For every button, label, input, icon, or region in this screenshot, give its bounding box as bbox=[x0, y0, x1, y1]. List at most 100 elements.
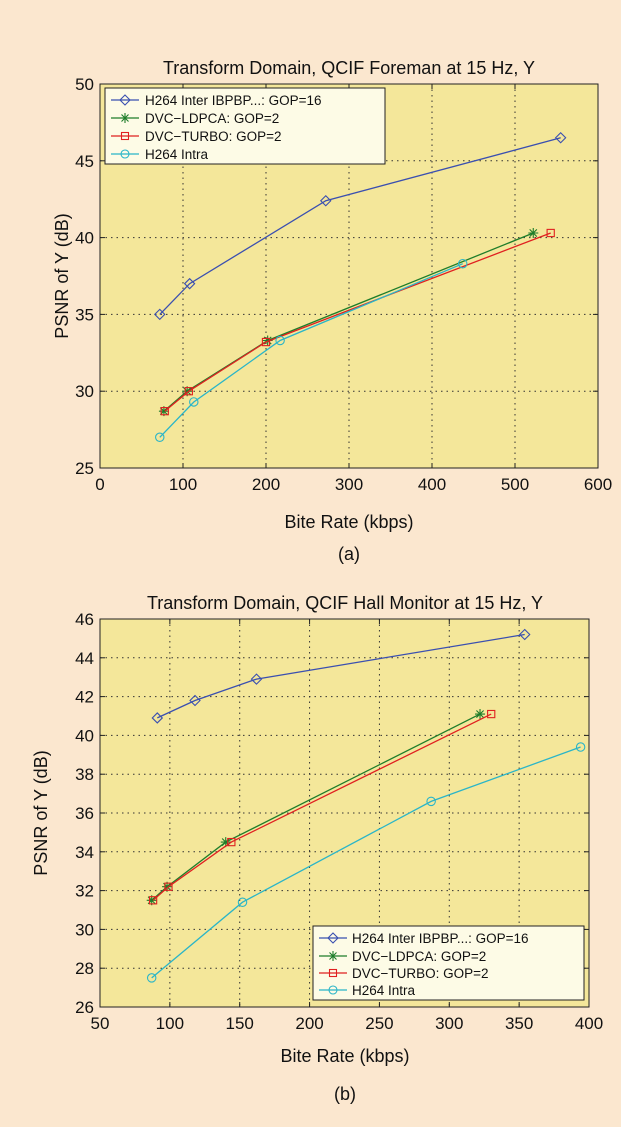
panel-a-series-3-point-square-marker bbox=[261, 337, 271, 347]
panel-b-series-4-point-circle-marker bbox=[146, 973, 157, 983]
panel-a-legend-label-1: H264 Inter IBPBP...: GOP=16 bbox=[145, 93, 321, 108]
panel-a-series-4-point-circle-marker bbox=[457, 258, 468, 269]
panel-b-x-axis-label: Bite Rate (kbps) bbox=[280, 1046, 409, 1066]
panel-b-legend-entry-3: DVC−TURBO: GOP=2 bbox=[319, 966, 489, 981]
panel-a-series-1-point-diamond-marker bbox=[153, 308, 166, 321]
panel-b-legend-label-1: H264 Inter IBPBP...: GOP=16 bbox=[352, 931, 528, 946]
panel-b-series-2-line bbox=[151, 713, 481, 901]
panel-b-x-tick-label: 100 bbox=[156, 1014, 184, 1033]
panel-b-legend-label-4: H264 Intra bbox=[352, 983, 416, 998]
star-marker-icon bbox=[120, 113, 130, 123]
panel-a-x-axis-label: Bite Rate (kbps) bbox=[284, 512, 413, 532]
diamond-marker-icon bbox=[327, 932, 339, 944]
panel-b-series-2-point-star-marker bbox=[475, 709, 486, 720]
panel-b-legend-entry-4: H264 Intra bbox=[319, 983, 416, 998]
panel-b-y-tick-label: 40 bbox=[75, 726, 94, 745]
panel-b-series-2-point-star-marker bbox=[146, 895, 157, 906]
panel-a-series-1-point-diamond-marker bbox=[554, 131, 567, 144]
panel-b-y-tick-label: 46 bbox=[75, 610, 94, 629]
panel-a-x-tick-label: 200 bbox=[252, 475, 280, 494]
panel-a-legend-label-2: DVC−LDPCA: GOP=2 bbox=[145, 111, 279, 126]
panel-a-x-tick-label: 400 bbox=[418, 475, 446, 494]
panel-b-y-tick-label: 26 bbox=[75, 998, 94, 1017]
square-marker-icon bbox=[120, 131, 130, 141]
diamond-marker-icon bbox=[119, 94, 131, 106]
panel-b-y-tick-label: 34 bbox=[75, 843, 94, 862]
panel-a-legend-box bbox=[104, 87, 386, 165]
panel-b-series-4 bbox=[146, 742, 586, 983]
panel-a-x-tick-label: 500 bbox=[501, 475, 529, 494]
panel-b-y-tick-label: 30 bbox=[75, 920, 94, 939]
panel-b-title: Transform Domain, QCIF Hall Monitor at 1… bbox=[147, 593, 543, 613]
panel-a-legend: H264 Inter IBPBP...: GOP=16 DVC−LDPCA: G… bbox=[104, 87, 386, 165]
panel-a-y-tick-label: 45 bbox=[75, 152, 94, 171]
circle-marker-icon bbox=[120, 149, 130, 159]
panel-a-legend-label-4: H264 Intra bbox=[145, 147, 209, 162]
panel-a-x-tick-label: 300 bbox=[335, 475, 363, 494]
panel-b-series-3-point-square-marker bbox=[164, 882, 173, 891]
panel-a-series-2-point-star-marker bbox=[182, 386, 193, 397]
star-marker-icon bbox=[328, 951, 338, 961]
panel-a-series-2-point-star-marker bbox=[262, 335, 273, 346]
panel-a-y-tick-label: 35 bbox=[75, 305, 94, 324]
square-marker-icon bbox=[328, 968, 338, 978]
panel-b-series-1 bbox=[151, 628, 531, 724]
panel-b-series-1-point-diamond-marker bbox=[189, 694, 201, 707]
panel-b-series-3-point-square-marker bbox=[148, 896, 158, 905]
panel-b-series-2-point-star-marker bbox=[220, 837, 231, 848]
panel-b-series bbox=[146, 628, 586, 983]
panel-a-series-2-point-star-marker bbox=[158, 406, 169, 417]
panel-b-caption: (b) bbox=[334, 1084, 356, 1104]
panel-b-series-2 bbox=[146, 709, 486, 906]
panel-b-x-tick-label: 300 bbox=[435, 1014, 463, 1033]
panel-b-series-3-point-square-marker bbox=[227, 837, 236, 847]
panel-a-series-3 bbox=[160, 228, 555, 416]
panel-b-series-1-point-diamond-marker bbox=[518, 628, 531, 641]
panel-a-x-tick-label: 100 bbox=[169, 475, 197, 494]
panel-a-series-4-line bbox=[159, 263, 463, 438]
panel-b-y-tick-label: 38 bbox=[75, 765, 94, 784]
panel-b-legend-label-2: DVC−LDPCA: GOP=2 bbox=[352, 949, 486, 964]
panel-b-series-4-line bbox=[151, 746, 581, 979]
panel-b-series-1-point-diamond-marker bbox=[151, 712, 164, 724]
panel-b-ticks: 50 100 150 200 250 300 350 400 26 28 30 32 34 36 38 40 4… bbox=[75, 610, 603, 1033]
panel-b-x-tick-label: 200 bbox=[295, 1014, 323, 1033]
panel-a-legend-entry-1: H264 Inter IBPBP...: GOP=16 bbox=[111, 93, 321, 108]
panel-a-legend-entry-4: H264 Intra bbox=[111, 147, 209, 162]
panel-b-legend: H264 Inter IBPBP...: GOP=16 DVC−LDPCA: G… bbox=[312, 925, 585, 1001]
panel-a-series-3-line bbox=[164, 232, 551, 412]
panel-a-series-3-point-square-marker bbox=[184, 387, 193, 396]
panel-b: Transform Domain, QCIF Hall Monitor at 1… bbox=[31, 593, 603, 1104]
panel-b-x-tick-label: 50 bbox=[91, 1014, 110, 1033]
panel-b-series-4-point-circle-marker bbox=[237, 897, 248, 907]
panel-a-series-4-point-circle-marker bbox=[155, 432, 165, 443]
panel-a-y-tick-label: 25 bbox=[75, 459, 94, 478]
panel-a-series-1 bbox=[153, 131, 567, 321]
panel-a-y-tick-label: 50 bbox=[75, 75, 94, 94]
circle-marker-icon bbox=[328, 985, 338, 995]
panel-b-y-tick-label: 32 bbox=[75, 882, 94, 901]
panel-a-series-3-point-square-marker bbox=[546, 228, 555, 238]
panel-b-series-1-point-diamond-marker bbox=[250, 673, 263, 685]
panel-a-y-tick-label: 40 bbox=[75, 229, 94, 248]
panel-a-series-2-point-star-marker bbox=[528, 227, 539, 238]
panel-a-caption: (a) bbox=[338, 544, 360, 564]
panel-a-series-4-point-circle-marker bbox=[275, 335, 285, 346]
panel-b-series-3 bbox=[148, 709, 496, 905]
panel-a-legend-label-3: DVC−TURBO: GOP=2 bbox=[145, 129, 282, 144]
panel-a-legend-entry-2: DVC−LDPCA: GOP=2 bbox=[111, 111, 279, 126]
panel-a-y-axis-label: PSNR of Y (dB) bbox=[52, 213, 72, 338]
panel-b-x-tick-label: 250 bbox=[365, 1014, 393, 1033]
panel-b-y-tick-label: 28 bbox=[75, 959, 94, 978]
panel-b-series-4-point-circle-marker bbox=[426, 796, 436, 807]
panel-a-series-1-point-diamond-marker bbox=[319, 194, 332, 207]
panel-b-series-2-point-star-marker bbox=[162, 881, 173, 892]
panel-b-series-3-point-square-marker bbox=[487, 709, 496, 719]
panel-a-series-1-line bbox=[159, 137, 561, 315]
panel-a-title: Transform Domain, QCIF Foreman at 15 Hz,… bbox=[163, 58, 535, 78]
panel-a-series-3-point-square-marker bbox=[160, 407, 169, 416]
panel-b-x-tick-label: 150 bbox=[226, 1014, 254, 1033]
panel-b-legend-entry-2: DVC−LDPCA: GOP=2 bbox=[319, 949, 486, 964]
panel-b-series-4-point-circle-marker bbox=[575, 742, 586, 752]
